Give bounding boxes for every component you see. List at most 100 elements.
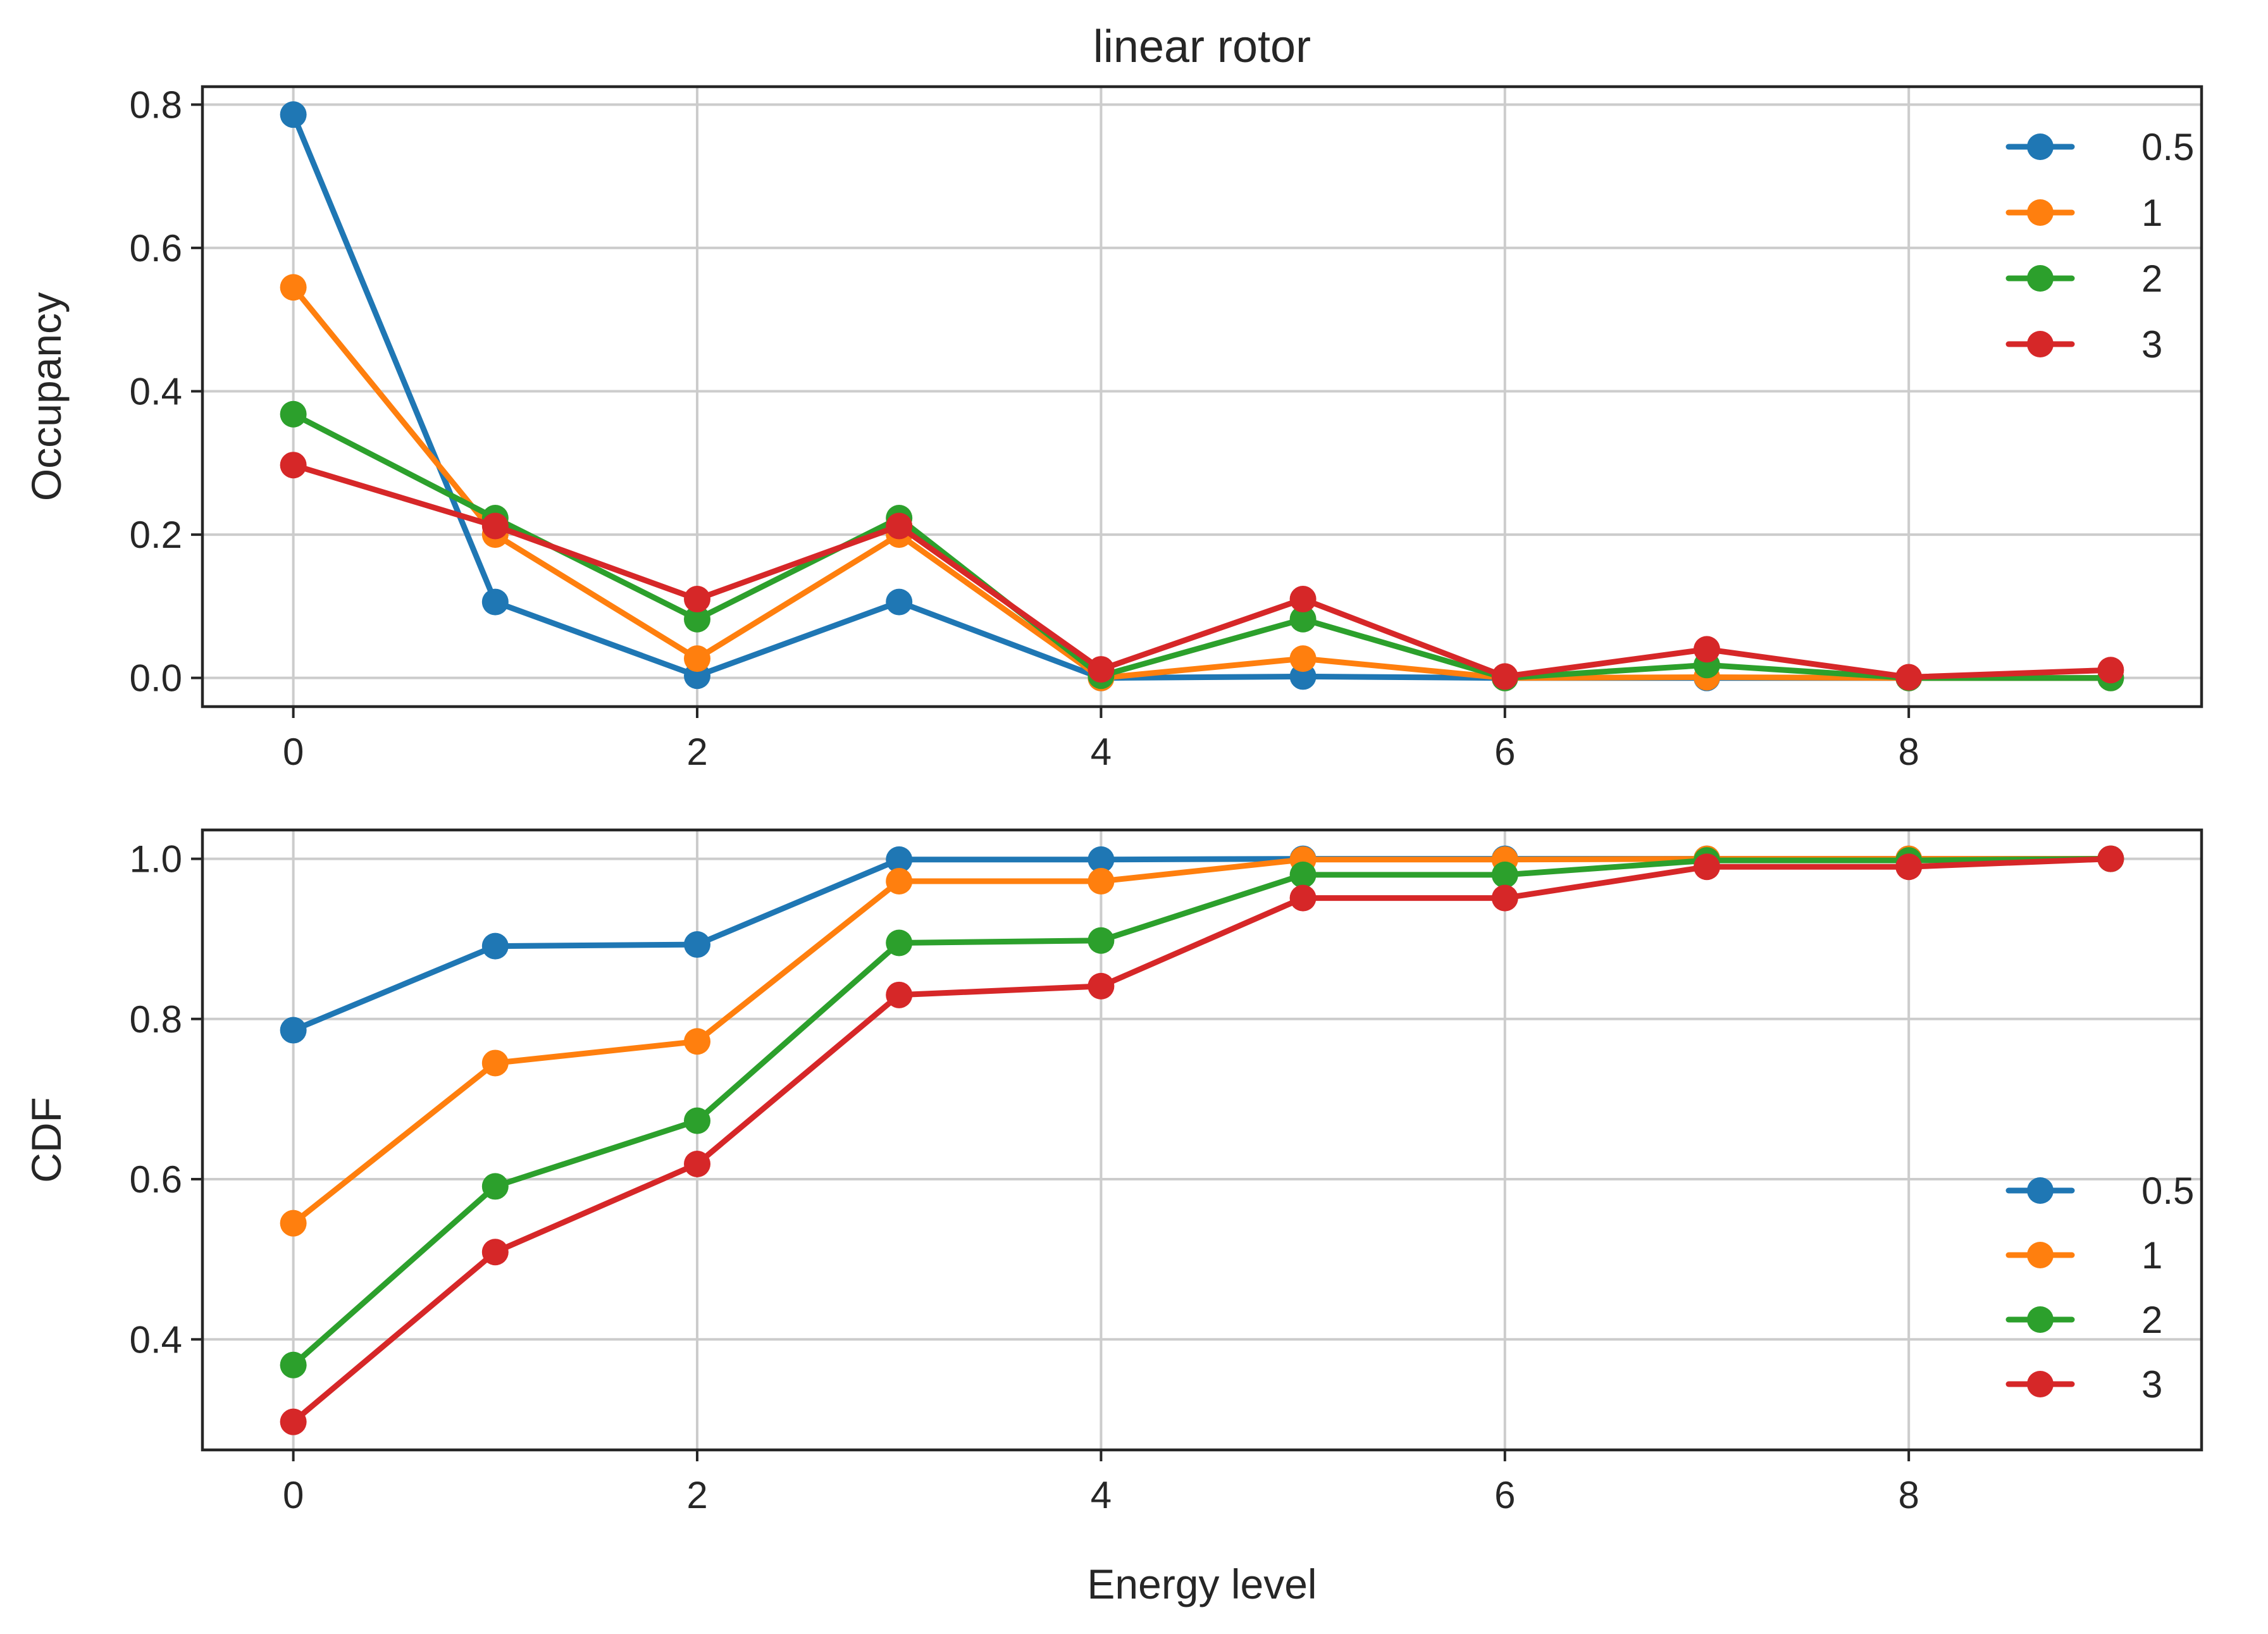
occupancy-legend-label-1: 1: [2141, 192, 2162, 234]
occupancy-grid: [202, 87, 2202, 707]
occupancy-legend-label-0.5: 0.5: [2141, 126, 2194, 168]
cdf-y-tick-label: 0.4: [130, 1318, 182, 1361]
cdf-series-line-3: [290, 856, 2114, 1425]
cdf-subplot: 0 2 4 6 8 0.4 0.6 0.8 1.0 CDF Energy level 0.5 1 2…: [23, 828, 2203, 1607]
occupancy-legend-marker-3: [2027, 331, 2054, 357]
occupancy-point-3: [2097, 657, 2124, 684]
cdf-legend-label-1: 1: [2141, 1234, 2162, 1277]
occupancy-point-1: [1289, 645, 1317, 672]
occupancy-point-3: [1895, 664, 1923, 691]
occupancy-point-3: [684, 586, 711, 613]
cdf-point-0.5: [1088, 846, 1115, 873]
cdf-point-1: [886, 868, 913, 895]
occupancy-point-0.5: [886, 588, 913, 616]
cdf-point-1: [1088, 868, 1115, 895]
occupancy-subplot: 0 2 4 6 8 0.0 0.2 0.4 0.6 0.8 linear rotor Occupa…: [23, 22, 2203, 773]
cdf-legend-label-3: 3: [2141, 1363, 2162, 1406]
cdf-legend-label-2: 2: [2141, 1299, 2162, 1341]
occupancy-x-tick-label: 6: [1494, 731, 1515, 773]
cdf-legend-marker-3: [2027, 1371, 2054, 1397]
cdf-point-0.5: [684, 931, 711, 958]
cdf-point-3: [1491, 884, 1518, 912]
cdf-point-3: [280, 1408, 307, 1435]
occupancy-legend-label-2: 2: [2141, 257, 2162, 300]
occupancy-point-2: [1289, 605, 1317, 633]
cdf-point-3: [684, 1150, 711, 1177]
occupancy-legend-marker-0.5: [2027, 133, 2054, 160]
cdf-y-tick-label: 0.6: [130, 1158, 182, 1201]
x-axis-label: Energy level: [1087, 1561, 1317, 1607]
occupancy-series: [280, 101, 2124, 691]
cdf-y-axis-label: CDF: [23, 1097, 70, 1183]
cdf-x-tick-label: 2: [686, 1474, 707, 1516]
cdf-x-tick-label: 4: [1091, 1474, 1112, 1516]
cdf-point-0.5: [886, 846, 913, 873]
occupancy-x-tick-label: 2: [686, 731, 707, 773]
occupancy-point-3: [481, 512, 509, 540]
cdf-point-2: [886, 929, 913, 956]
cdf-legend-marker-0.5: [2027, 1177, 2054, 1204]
occupancy-axes-frame: [201, 85, 2203, 709]
occupancy-ticks: 0 2 4 6 8 0.0 0.2 0.4 0.6 0.8: [130, 84, 1919, 773]
occupancy-legend-marker-2: [2027, 265, 2054, 292]
cdf-series: [280, 845, 2124, 1435]
occupancy-point-3: [1088, 656, 1115, 683]
occupancy-point-2: [684, 605, 711, 633]
cdf-point-2: [280, 1351, 307, 1378]
cdf-point-3: [1088, 972, 1115, 1000]
occupancy-y-tick-label: 0.0: [130, 657, 182, 700]
cdf-point-1: [481, 1049, 509, 1077]
occupancy-y-axis-label: Occupancy: [23, 292, 70, 501]
occupancy-x-tick-label: 0: [283, 731, 304, 773]
occupancy-point-0.5: [481, 588, 509, 616]
occupancy-point-3: [1289, 586, 1317, 613]
occupancy-series-line-1: [290, 284, 2114, 681]
cdf-y-tick-label: 1.0: [130, 838, 182, 881]
cdf-ticks: 0 2 4 6 8 0.4 0.6 0.8 1.0: [130, 838, 1919, 1516]
occupancy-point-1: [684, 645, 711, 672]
occupancy-legend-label-3: 3: [2141, 323, 2162, 366]
cdf-legend-label-0.5: 0.5: [2141, 1170, 2194, 1212]
occupancy-y-tick-label: 0.2: [130, 514, 182, 556]
cdf-point-0.5: [481, 932, 509, 960]
occupancy-point-3: [1693, 636, 1720, 663]
cdf-point-3: [1289, 884, 1317, 912]
cdf-point-3: [2097, 845, 2124, 872]
occupancy-y-tick-label: 0.8: [130, 84, 182, 126]
occupancy-series-line-2: [290, 411, 2114, 681]
occupancy-y-tick-label: 0.4: [130, 371, 182, 413]
cdf-series-line-1: [290, 856, 2114, 1227]
occupancy-x-tick-label: 4: [1091, 731, 1112, 773]
cdf-point-0.5: [280, 1017, 307, 1044]
cdf-point-2: [1088, 927, 1115, 954]
cdf-point-2: [1289, 861, 1317, 888]
cdf-legend-marker-2: [2027, 1306, 2054, 1333]
occupancy-point-3: [280, 452, 307, 479]
occupancy-x-tick-label: 8: [1898, 731, 1919, 773]
cdf-x-tick-label: 0: [283, 1474, 304, 1516]
occupancy-series-line-3: [290, 462, 2114, 680]
cdf-point-3: [1895, 853, 1923, 881]
cdf-x-tick-label: 6: [1494, 1474, 1515, 1516]
occupancy-legend-marker-1: [2027, 199, 2054, 226]
cdf-legend: 0.5 1 2 3: [2005, 1170, 2194, 1406]
cdf-point-2: [684, 1107, 711, 1134]
occupancy-point-3: [886, 512, 913, 540]
occupancy-legend: 0.5 1 2 3: [2005, 126, 2194, 366]
cdf-point-3: [481, 1239, 509, 1266]
cdf-series-line-2: [290, 856, 2114, 1368]
cdf-point-1: [280, 1210, 307, 1237]
chart-title: linear rotor: [1093, 22, 1311, 72]
occupancy-point-0.5: [280, 101, 307, 128]
occupancy-point-3: [1491, 663, 1518, 690]
cdf-point-2: [481, 1173, 509, 1200]
cdf-axes-frame: [201, 828, 2203, 1452]
cdf-legend-marker-1: [2027, 1242, 2054, 1268]
cdf-y-tick-label: 0.8: [130, 998, 182, 1041]
cdf-x-tick-label: 8: [1898, 1474, 1919, 1516]
cdf-point-3: [1693, 853, 1720, 881]
cdf-point-2: [1491, 861, 1518, 888]
cdf-point-1: [684, 1028, 711, 1055]
cdf-grid: [202, 830, 2202, 1450]
